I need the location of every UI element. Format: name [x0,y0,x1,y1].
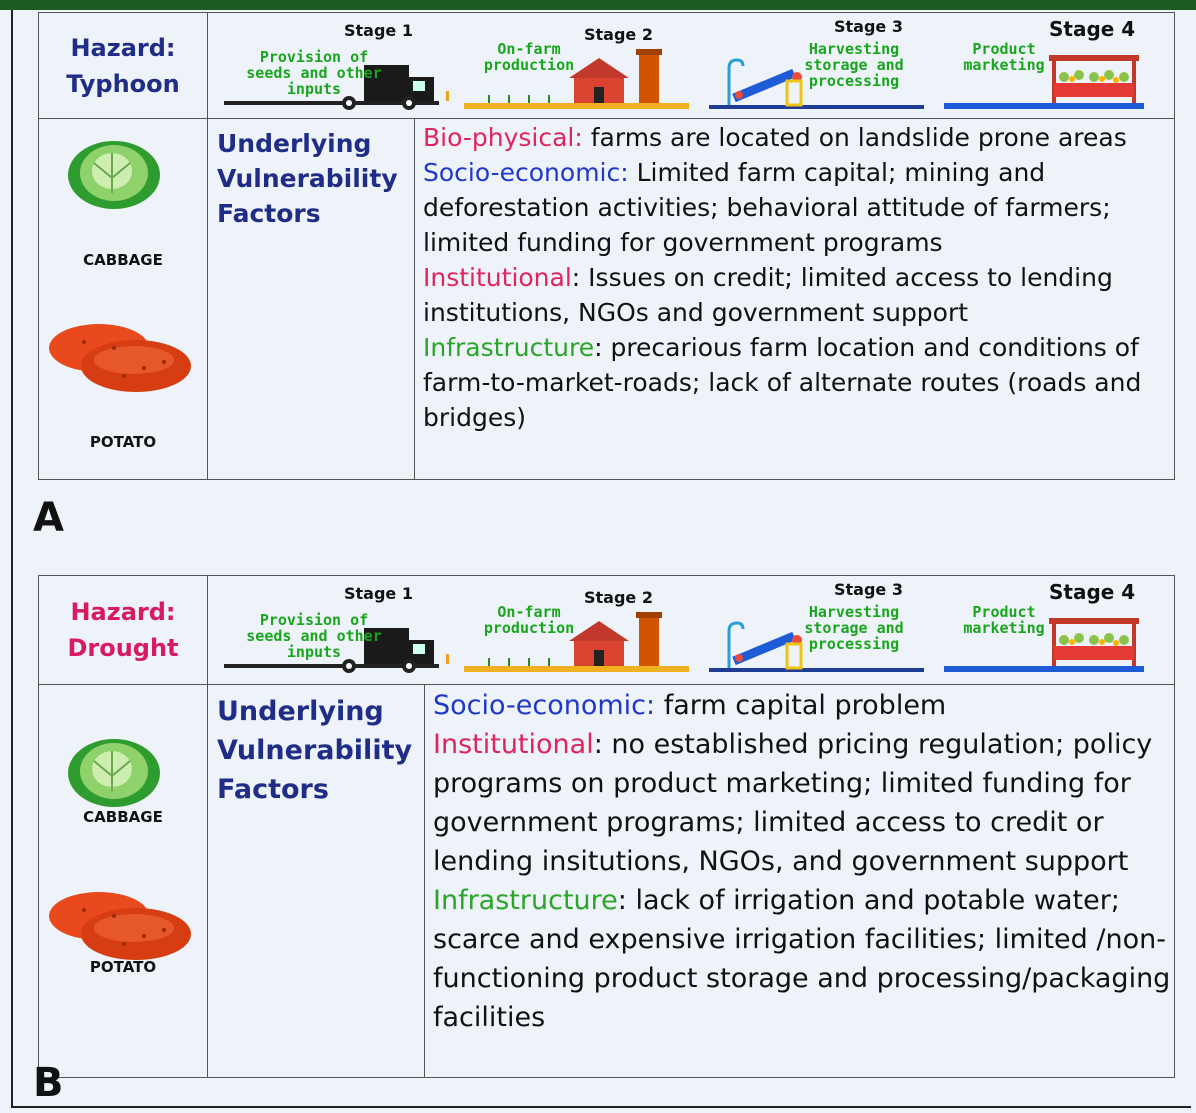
factor-text: farms are located on landslide prone are… [582,123,1127,152]
stage-icon-graphic [944,55,1144,109]
crop-label: CABBAGE [83,808,163,826]
stage-title: Stage 1 [344,584,413,603]
stage-title: Stage 4 [1049,17,1136,41]
potato-icon [44,318,194,402]
hazard: Hazard: Typhoon [39,30,207,102]
stage-icon-graphic [709,58,924,109]
stage-icon [464,606,694,680]
stage-caption: Provision of seeds and other inputs [246,611,382,661]
col-divider [207,576,208,1077]
factor: Institutional: no established pricing re… [433,725,1171,881]
stage-icon-graphic [944,618,1144,672]
stage: Stage 3 Harvesting storage and processing [709,576,939,676]
factor: Institutional: Issues on credit; limited… [423,260,1171,330]
factor: Infrastructure: lack of irrigation and p… [433,881,1171,1037]
stage-caption: On-farm production [483,40,575,74]
factor-category: Socio-economic: [423,158,629,187]
stage-caption: On-farm production [483,603,575,637]
factor-text: Limited farm capital; mining and defores… [423,158,1119,257]
factors: Socio-economic: farm capital problem Inst… [433,686,1171,1037]
factor-text: : lack of irrigation and potable water; … [433,885,1179,1033]
stage-caption: Harvesting storage and processing [804,603,904,653]
factors-heading: Underlying Vulnerability Factors [217,129,398,228]
crop-graphic [49,324,191,392]
hazard-name: Typhoon [66,69,180,98]
factor: Bio-physical: farms are located on lands… [423,120,1171,155]
col-divider [207,13,208,479]
factor-text: : precarious farm location and condition… [423,333,1150,432]
col-divider [424,684,425,1077]
row-divider [39,684,1174,685]
frame [11,10,1191,1108]
factor-category: Infrastructure [423,333,595,362]
factor-category: Institutional [423,263,572,292]
top-bar [0,0,1196,10]
col-divider [414,118,415,479]
crop-label: POTATO [89,958,157,976]
stage-icon [224,43,454,117]
factor-category: Institutional [433,729,594,760]
crop-graphic [68,739,160,807]
stage: Stage 4 Product marketing [944,576,1174,676]
hazard: Hazard: Drought [39,594,207,666]
stage-title: Stage 1 [344,21,413,40]
stage: Stage 1 Provision of seeds and other inpu… [224,13,454,113]
stage-title: Stage 3 [834,17,903,36]
factor: Socio-economic: Limited farm capital; mi… [423,155,1171,260]
hazard-name: Drought [67,634,179,662]
panel-label: B [33,1060,64,1106]
hazard-prefix: Hazard: [70,33,176,62]
stage-icon-graphic [709,621,924,672]
stage-title: Stage 3 [834,580,903,599]
stage-caption: Provision of seeds and other inputs [246,48,382,98]
stage-caption: Product marketing [963,603,1045,637]
factor-text: : no established pricing regulation; pol… [433,729,1161,877]
factors-heading: Underlying Vulnerability Factors [217,696,413,805]
factor-text: : Issues on credit; limited access to le… [423,263,1121,327]
stage-title: Stage 2 [584,588,653,607]
stage: Stage 4 Product marketing [944,13,1174,113]
hazard-prefix: Hazard: [70,598,176,626]
stage: Stage 3 Harvesting storage and processing [709,13,939,113]
cabbage-icon [64,731,164,815]
stage-icon [944,606,1174,680]
factor-category: Bio-physical: [423,123,583,152]
cabbage-icon [64,133,164,217]
crop-label: CABBAGE [83,251,163,269]
stage-icon [224,606,454,680]
stage-icon-graphic [464,612,689,672]
crop-graphic [68,141,160,209]
panel: Hazard: Typhoon Stage 1 Provision of seeds … [38,12,1175,480]
crop-graphic [49,892,191,960]
stage-icon [709,606,939,680]
panel: Hazard: Drought Stage 1 Provision of seeds … [38,575,1175,1078]
potato-icon [44,886,194,970]
stage: Stage 2 On-farm production [464,576,694,676]
row-divider [39,118,1174,119]
factor: Socio-economic: farm capital problem [433,686,1171,725]
stage-icon-graphic [224,628,449,673]
stage: Stage 2 On-farm production [464,13,694,113]
factor-category: Socio-economic: [433,690,656,721]
factor: Infrastructure: precarious farm location… [423,330,1171,435]
stage: Stage 1 Provision of seeds and other inpu… [224,576,454,676]
stage-icon [944,43,1174,117]
factor-category: Infrastructure [433,885,618,916]
stage-caption: Product marketing [963,40,1045,74]
crop-label: POTATO [89,433,157,451]
stage-title: Stage 4 [1049,580,1136,604]
stage-caption: Harvesting storage and processing [804,40,904,90]
panel-label: A [33,495,64,541]
stage-icon-graphic [224,65,449,110]
stage-title: Stage 2 [584,25,653,44]
stage-icon [464,43,694,117]
stage-icon [709,43,939,117]
stage-icon-graphic [464,49,689,109]
factors: Bio-physical: farms are located on lands… [423,120,1171,435]
factor-text: farm capital problem [655,690,947,721]
